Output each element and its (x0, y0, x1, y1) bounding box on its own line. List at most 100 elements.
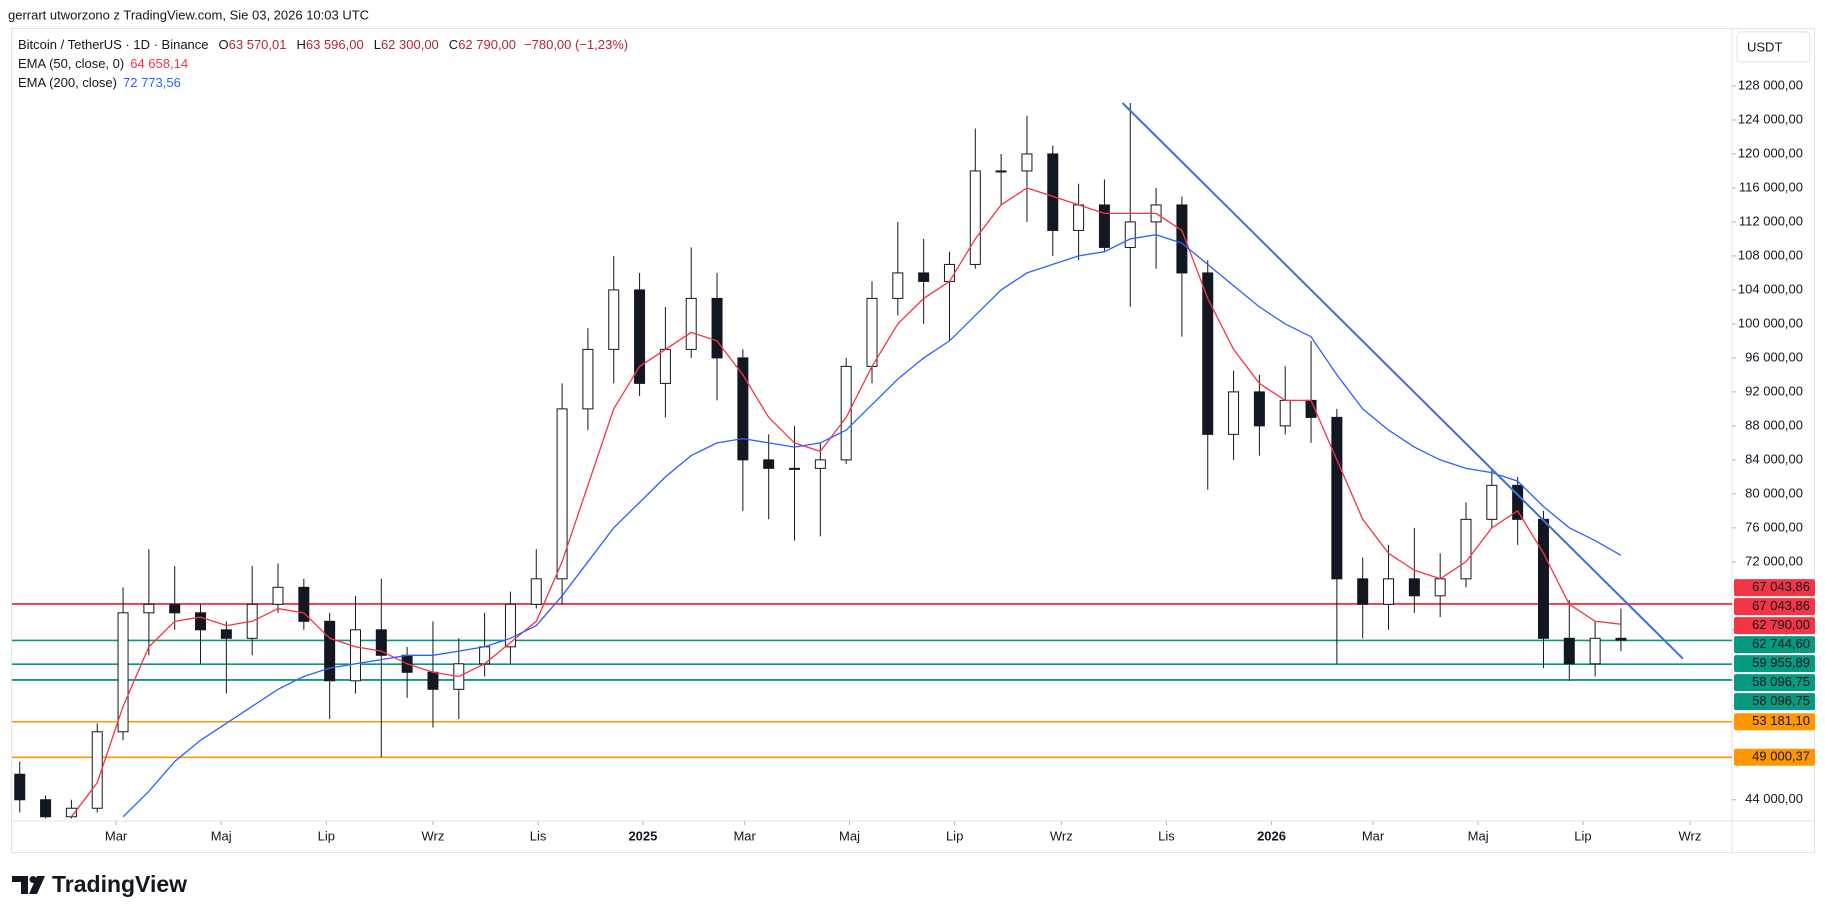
readout-key: L (374, 37, 381, 52)
y-tick-label: 88 000,00 (1745, 417, 1803, 432)
x-tick-label: Mar (105, 828, 128, 843)
candle-body (195, 612, 207, 631)
price-label: 58 096,75 (1752, 693, 1810, 708)
legend-title: Bitcoin / TetherUS · 1D · Binance (18, 37, 209, 52)
trendline (1121, 102, 1684, 660)
candle-body (91, 731, 103, 809)
candle-body (659, 348, 671, 384)
readout-key: H (296, 37, 305, 52)
candle-body (349, 629, 361, 682)
candle-body (530, 578, 542, 605)
candle-body (1589, 637, 1601, 665)
candle-body (634, 289, 646, 384)
candle-body (556, 408, 568, 580)
y-tick-label: 80 000,00 (1745, 485, 1803, 500)
x-tick-label: Lis (530, 828, 547, 843)
candle-body (814, 459, 826, 469)
candle-body (220, 629, 232, 639)
price-label-bg (1734, 748, 1815, 766)
candle-body (1537, 518, 1549, 639)
y-tick-label: 104 000,00 (1738, 281, 1803, 296)
x-tick-label: 2026 (1257, 828, 1286, 843)
price-label-bg (1734, 636, 1815, 654)
logo-slash (29, 876, 45, 894)
ema-line (70, 187, 1621, 818)
x-tick-label: Mar (733, 828, 756, 843)
candle-body (14, 773, 26, 801)
candle-body (298, 586, 310, 622)
legend-main: Bitcoin / TetherUS · 1D · Binance O63 570… (18, 37, 628, 52)
candle-body (582, 348, 594, 410)
x-tick-label: Maj (1468, 828, 1489, 843)
candle-body (1228, 391, 1240, 435)
readout-value: 62 790,00 (458, 37, 516, 52)
price-label: 58 096,75 (1752, 674, 1810, 689)
candle-body (1486, 484, 1498, 520)
legend-ema200: EMA (200, close) 72 773,56 (18, 75, 181, 90)
candle-body (1512, 484, 1524, 520)
candle-body (117, 612, 129, 733)
x-tick-label: Lip (318, 828, 335, 843)
price-label: 59 955,89 (1752, 655, 1810, 670)
x-tick-label: 2025 (628, 828, 657, 843)
y-tick-label: 96 000,00 (1745, 349, 1803, 364)
price-label-bg (1734, 674, 1815, 692)
price-label-bg (1734, 713, 1815, 731)
price-label-bg (1734, 617, 1815, 635)
chart-frame (11, 28, 1815, 853)
plot (12, 102, 1732, 819)
candle-body (1383, 578, 1395, 605)
y-tick-label: 72 000,00 (1745, 553, 1803, 568)
candle-body (608, 289, 620, 350)
legend-value: 64 658,14 (130, 56, 188, 71)
readout-value: 63 570,01 (229, 37, 287, 52)
candle-body (1098, 204, 1110, 248)
x-tick-label: Wrz (1050, 828, 1073, 843)
readout-key: C (449, 37, 458, 52)
candle-body (918, 272, 930, 282)
candle-body (1253, 391, 1265, 427)
candle-body (840, 365, 852, 461)
legend-name: EMA (50, close, 0) (18, 56, 124, 71)
candle-body (866, 297, 878, 367)
price-label-bg (1734, 693, 1815, 711)
candle-body (143, 603, 155, 614)
price-label: 62 790,00 (1752, 617, 1810, 632)
candle-body (943, 263, 955, 282)
y-tick-label: 84 000,00 (1745, 451, 1803, 466)
candle-body (892, 272, 904, 299)
y-tick-label: 124 000,00 (1738, 111, 1803, 126)
candle-body (504, 603, 516, 648)
candle-body (969, 170, 981, 265)
price-label-bg (1734, 579, 1815, 597)
readout-key: O (219, 37, 229, 52)
x-tick-label: Lis (1158, 828, 1175, 843)
x-tick-label: Mar (1362, 828, 1385, 843)
y-tick-label: 120 000,00 (1738, 145, 1803, 160)
candle-body (995, 170, 1007, 173)
legend-ema50: EMA (50, close, 0) 64 658,14 (18, 56, 188, 71)
y-tick-label: 108 000,00 (1738, 247, 1803, 262)
x-tick-label: Maj (839, 828, 860, 843)
candle-body (1073, 204, 1085, 231)
candle-body (711, 297, 723, 359)
candle-body (789, 467, 801, 470)
y-tick-label: 116 000,00 (1739, 179, 1803, 194)
candle-body (1202, 272, 1214, 435)
candle-body (737, 357, 749, 461)
x-tick-label: Wrz (422, 828, 445, 843)
legend-name: EMA (200, close) (18, 75, 117, 90)
currency-box[interactable] (1736, 31, 1811, 63)
y-tick-label: 112 000,00 (1739, 213, 1803, 228)
y-tick-label: 44 000,00 (1745, 791, 1803, 806)
candle-body (375, 629, 387, 656)
candle-body (1047, 153, 1059, 231)
candle-body (169, 603, 181, 614)
price-label-bg (1734, 598, 1815, 616)
price-label: 53 181,10 (1752, 713, 1810, 728)
axes: 128 000,00 124 000,00 120 000,00 116 000,00… (105, 77, 1815, 843)
brand-logo: TradingView (12, 871, 187, 897)
